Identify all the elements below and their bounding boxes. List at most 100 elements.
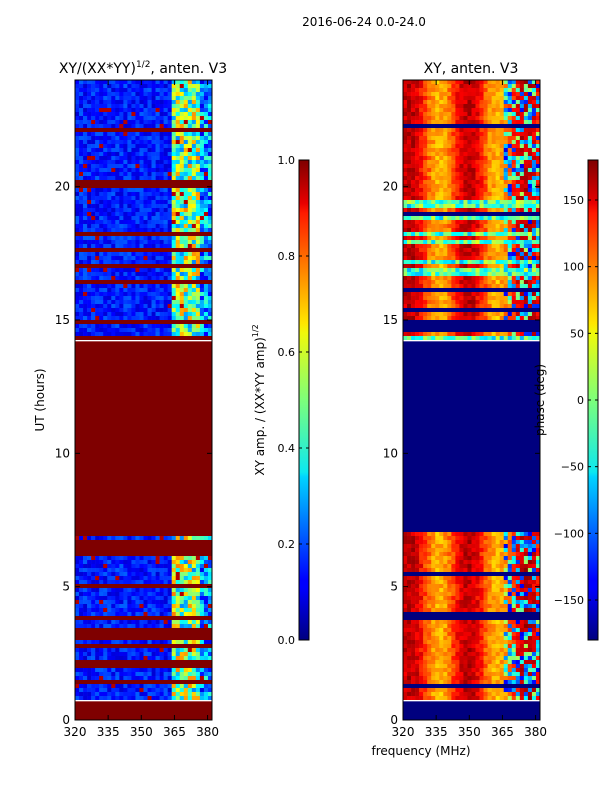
- heatmap-row: [75, 684, 212, 688]
- heatmap-row: [403, 200, 540, 204]
- heatmap-row: [403, 112, 540, 116]
- heatmap-row: [403, 292, 540, 296]
- heatmap-row: [75, 220, 212, 224]
- heatmap-row: [403, 204, 540, 208]
- colorbar-tick-label: 1.0: [278, 154, 296, 167]
- heatmap-row: [75, 124, 212, 128]
- heatmap-row: [403, 304, 540, 308]
- heatmap-region: [403, 341, 540, 528]
- x-tick-label: 365: [491, 725, 514, 739]
- heatmap-row: [403, 532, 540, 536]
- left-colorbar-label: XY amp. / (XX*YY amp)1/2: [251, 324, 267, 475]
- heatmap-row: [75, 276, 212, 280]
- heatmap-row: [75, 620, 212, 624]
- heatmap-row: [75, 632, 212, 636]
- heatmap-row: [403, 140, 540, 144]
- heatmap-row: [403, 640, 540, 644]
- heatmap-row: [75, 280, 212, 284]
- x-tick-label: 350: [458, 725, 481, 739]
- colorbar-tick-label: 150: [563, 194, 584, 207]
- heatmap-row: [75, 148, 212, 152]
- heatmap-row: [403, 652, 540, 656]
- colorbar-tick-label: 100: [563, 261, 584, 274]
- right-colorbar-label: phase (deg): [533, 364, 547, 436]
- heatmap-row: [75, 624, 212, 628]
- x-tick-label: 320: [64, 725, 87, 739]
- left-title: XY/(XX*YY)1/2, anten. V3: [59, 60, 227, 77]
- heatmap-row: [75, 312, 212, 316]
- heatmap-row: [403, 164, 540, 168]
- heatmap-row: [403, 668, 540, 672]
- heatmap-row: [403, 108, 540, 112]
- heatmap-row: [403, 116, 540, 120]
- colorbar-tick-label: 0.0: [278, 634, 296, 647]
- x-tick-label: 365: [163, 725, 186, 739]
- heatmap-row: [403, 596, 540, 600]
- heatmap-row: [75, 544, 212, 548]
- heatmap-row: [403, 320, 540, 324]
- heatmap-row: [75, 664, 212, 668]
- heatmap-row: [75, 580, 212, 584]
- heatmap-region: [403, 701, 540, 720]
- heatmap-row: [75, 636, 212, 640]
- heatmap-row: [403, 632, 540, 636]
- heatmap-row: [75, 212, 212, 216]
- heatmap-row: [403, 224, 540, 228]
- heatmap-row: [75, 564, 212, 568]
- heatmap-row: [403, 216, 540, 220]
- heatmap-row: [75, 84, 212, 88]
- heatmap-row: [403, 536, 540, 540]
- heatmap-row: [403, 628, 540, 632]
- colorbar-tick-label: 0.6: [278, 346, 296, 359]
- heatmap-row: [75, 180, 212, 184]
- colorbar-tick-label: 0.2: [278, 538, 296, 551]
- heatmap-row: [75, 556, 212, 560]
- heatmap-row: [403, 208, 540, 212]
- heatmap-row: [75, 196, 212, 200]
- heatmap-row: [75, 188, 212, 192]
- heatmap-row: [403, 260, 540, 264]
- heatmap-row: [75, 112, 212, 116]
- heatmap-row: [75, 676, 212, 680]
- heatmap-row: [75, 136, 212, 140]
- heatmap-row: [403, 332, 540, 336]
- heatmap-row: [75, 568, 212, 572]
- left-axis-ticks: 320 335 350 365 380 0 5 10 15 20: [55, 80, 219, 739]
- right-plot-frame: [402, 79, 541, 721]
- heatmap-row: [75, 648, 212, 652]
- heatmap-row: [403, 580, 540, 584]
- heatmap-row: [75, 532, 212, 536]
- x-tick-label: 380: [196, 725, 219, 739]
- heatmap-row: [75, 224, 212, 228]
- heatmap-row: [75, 528, 212, 532]
- heatmap-row: [75, 116, 212, 120]
- heatmap-row: [403, 592, 540, 596]
- heatmap-row: [403, 560, 540, 564]
- heatmap-row: [403, 88, 540, 92]
- heatmap-row: [75, 156, 212, 160]
- heatmap-row: [403, 124, 540, 128]
- y-tick-label: 5: [390, 580, 398, 594]
- y-tick-label: 15: [383, 313, 398, 327]
- heatmap-row: [75, 660, 212, 664]
- heatmap-row: [403, 188, 540, 192]
- y-tick-label: 15: [55, 313, 70, 327]
- heatmap-row: [403, 180, 540, 184]
- right-axis-ticks: 320 335 350 365 380 0 5 10 15 20: [383, 80, 547, 739]
- heatmap-row: [75, 120, 212, 124]
- heatmap-row: [403, 172, 540, 176]
- heatmap-row: [75, 216, 212, 220]
- heatmap-row: [75, 584, 212, 588]
- heatmap-row: [75, 200, 212, 204]
- heatmap-row: [403, 184, 540, 188]
- heatmap-row: [75, 324, 212, 328]
- heatmap-row: [403, 136, 540, 140]
- heatmap-row: [403, 696, 540, 700]
- heatmap-row: [75, 256, 212, 260]
- colorbar-tick-label: −100: [554, 527, 584, 540]
- heatmap-row: [75, 176, 212, 180]
- x-tick-label: 350: [130, 725, 153, 739]
- heatmap-row: [403, 156, 540, 160]
- heatmap-row: [75, 696, 212, 700]
- heatmap-row: [403, 264, 540, 268]
